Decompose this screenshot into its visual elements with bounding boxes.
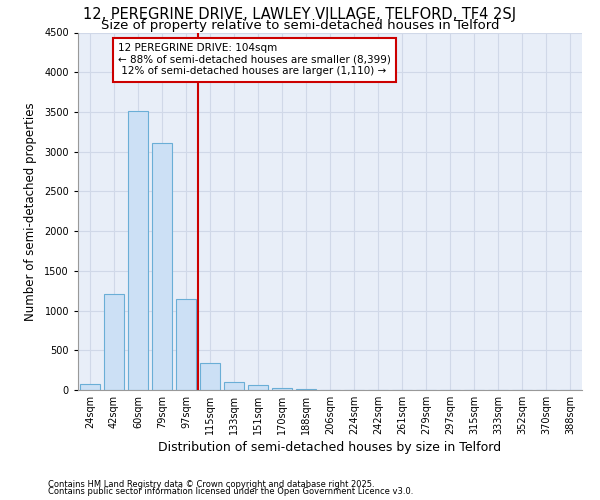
Bar [224,382,244,390]
Bar [80,384,100,390]
Text: Size of property relative to semi-detached houses in Telford: Size of property relative to semi-detach… [101,19,499,32]
Text: Contains HM Land Registry data © Crown copyright and database right 2025.: Contains HM Land Registry data © Crown c… [48,480,374,489]
Text: 12 PEREGRINE DRIVE: 104sqm
← 88% of semi-detached houses are smaller (8,399)
 12: 12 PEREGRINE DRIVE: 104sqm ← 88% of semi… [118,43,391,76]
Bar [152,143,172,390]
Text: 12, PEREGRINE DRIVE, LAWLEY VILLAGE, TELFORD, TF4 2SJ: 12, PEREGRINE DRIVE, LAWLEY VILLAGE, TEL… [83,8,517,22]
Text: Contains public sector information licensed under the Open Government Licence v3: Contains public sector information licen… [48,487,413,496]
Bar [104,294,124,390]
Bar [176,298,196,390]
Bar [128,111,148,390]
Bar [248,385,268,390]
Bar [200,364,220,390]
Bar [272,388,292,390]
X-axis label: Distribution of semi-detached houses by size in Telford: Distribution of semi-detached houses by … [158,441,502,454]
Y-axis label: Number of semi-detached properties: Number of semi-detached properties [24,102,37,320]
